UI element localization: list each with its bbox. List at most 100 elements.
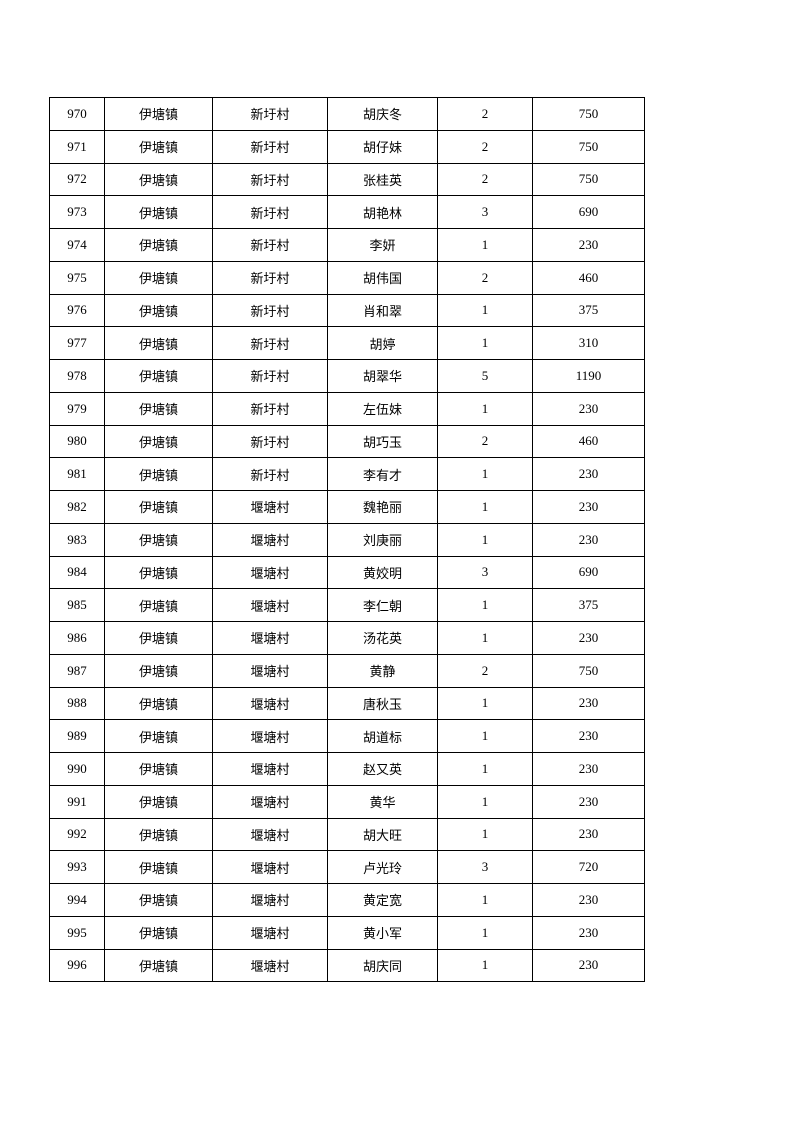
town-cell: 伊塘镇 [104,457,213,491]
person-name-cell: 李妍 [327,228,438,262]
village-cell: 堰塘村 [212,850,328,884]
village-cell: 新圩村 [212,326,328,360]
town-cell: 伊塘镇 [104,424,213,459]
row-number-cell: 996 [49,948,105,983]
table-row: 990 伊塘镇 堰塘村 赵又英 1 230 [49,752,645,786]
person-name-cell: 胡翠华 [327,359,438,393]
table-row: 981 伊塘镇 新圩村 李有才 1 230 [49,457,645,491]
town-cell: 伊塘镇 [104,948,213,983]
row-number-cell: 991 [49,784,105,819]
person-name-cell: 汤花英 [327,621,438,655]
table-row: 991 伊塘镇 堰塘村 黄华 1 230 [49,784,645,819]
town-cell: 伊塘镇 [104,555,213,590]
person-name-cell: 唐秋玉 [327,686,438,721]
amount-cell: 230 [532,686,645,721]
table-row: 974 伊塘镇 新圩村 李妍 1 230 [49,228,645,262]
town-cell: 伊塘镇 [104,686,213,721]
row-number-cell: 980 [49,424,105,459]
row-number-cell: 970 [49,97,105,131]
household-count-cell: 3 [437,850,533,884]
household-count-cell: 1 [437,686,533,721]
town-cell: 伊塘镇 [104,228,213,262]
household-count-cell: 5 [437,359,533,393]
household-count-cell: 2 [437,162,533,197]
village-cell: 新圩村 [212,293,328,328]
amount-cell: 230 [532,784,645,819]
row-number-cell: 990 [49,752,105,786]
person-name-cell: 胡巧玉 [327,424,438,459]
amount-cell: 230 [532,817,645,852]
person-name-cell: 赵又英 [327,752,438,786]
person-name-cell: 黄静 [327,653,438,688]
village-cell: 堰塘村 [212,883,328,917]
row-number-cell: 977 [49,326,105,360]
person-name-cell: 黄姣明 [327,555,438,590]
village-cell: 堰塘村 [212,522,328,557]
village-cell: 新圩村 [212,162,328,197]
household-count-cell: 1 [437,490,533,524]
table-row: 979 伊塘镇 新圩村 左伍妹 1 230 [49,391,645,426]
row-number-cell: 986 [49,621,105,655]
amount-cell: 230 [532,522,645,557]
town-cell: 伊塘镇 [104,293,213,328]
person-name-cell: 李仁朝 [327,588,438,622]
household-count-cell: 1 [437,883,533,917]
row-number-cell: 988 [49,686,105,721]
village-cell: 堰塘村 [212,752,328,786]
village-cell: 新圩村 [212,391,328,426]
household-count-cell: 2 [437,260,533,295]
row-number-cell: 979 [49,391,105,426]
row-number-cell: 978 [49,359,105,393]
town-cell: 伊塘镇 [104,719,213,753]
table-row: 994 伊塘镇 堰塘村 黄定宽 1 230 [49,883,645,917]
table-row: 975 伊塘镇 新圩村 胡伟国 2 460 [49,260,645,295]
town-cell: 伊塘镇 [104,522,213,557]
village-cell: 堰塘村 [212,817,328,852]
table-row: 988 伊塘镇 堰塘村 唐秋玉 1 230 [49,686,645,721]
town-cell: 伊塘镇 [104,915,213,950]
row-number-cell: 983 [49,522,105,557]
amount-cell: 750 [532,97,645,131]
household-count-cell: 1 [437,915,533,950]
table-row: 973 伊塘镇 新圩村 胡艳林 3 690 [49,195,645,229]
amount-cell: 750 [532,129,645,164]
village-cell: 新圩村 [212,228,328,262]
household-count-cell: 1 [437,228,533,262]
village-cell: 新圩村 [212,97,328,131]
person-name-cell: 胡道标 [327,719,438,753]
village-cell: 堰塘村 [212,686,328,721]
table-row: 970 伊塘镇 新圩村 胡庆冬 2 750 [49,97,645,131]
village-cell: 堰塘村 [212,719,328,753]
row-number-cell: 985 [49,588,105,622]
person-name-cell: 魏艳丽 [327,490,438,524]
village-cell: 堰塘村 [212,490,328,524]
household-count-cell: 2 [437,129,533,164]
village-cell: 新圩村 [212,195,328,229]
village-cell: 新圩村 [212,424,328,459]
household-count-cell: 1 [437,391,533,426]
town-cell: 伊塘镇 [104,588,213,622]
village-cell: 堰塘村 [212,948,328,983]
table-row: 987 伊塘镇 堰塘村 黄静 2 750 [49,653,645,688]
person-name-cell: 卢光玲 [327,850,438,884]
row-number-cell: 972 [49,162,105,197]
person-name-cell: 胡伟国 [327,260,438,295]
village-cell: 新圩村 [212,457,328,491]
amount-cell: 230 [532,457,645,491]
household-count-cell: 1 [437,621,533,655]
town-cell: 伊塘镇 [104,260,213,295]
row-number-cell: 982 [49,490,105,524]
table-row: 995 伊塘镇 堰塘村 黄小军 1 230 [49,915,645,950]
village-cell: 堰塘村 [212,784,328,819]
town-cell: 伊塘镇 [104,490,213,524]
person-name-cell: 刘庚丽 [327,522,438,557]
amount-cell: 1190 [532,359,645,393]
person-name-cell: 李有才 [327,457,438,491]
person-name-cell: 胡大旺 [327,817,438,852]
amount-cell: 460 [532,424,645,459]
row-number-cell: 994 [49,883,105,917]
household-count-cell: 1 [437,752,533,786]
town-cell: 伊塘镇 [104,883,213,917]
row-number-cell: 975 [49,260,105,295]
data-table: 970 伊塘镇 新圩村 胡庆冬 2 750 971 伊塘镇 新圩村 胡仔妹 2 750 972 伊塘镇 新圩… [49,97,645,983]
